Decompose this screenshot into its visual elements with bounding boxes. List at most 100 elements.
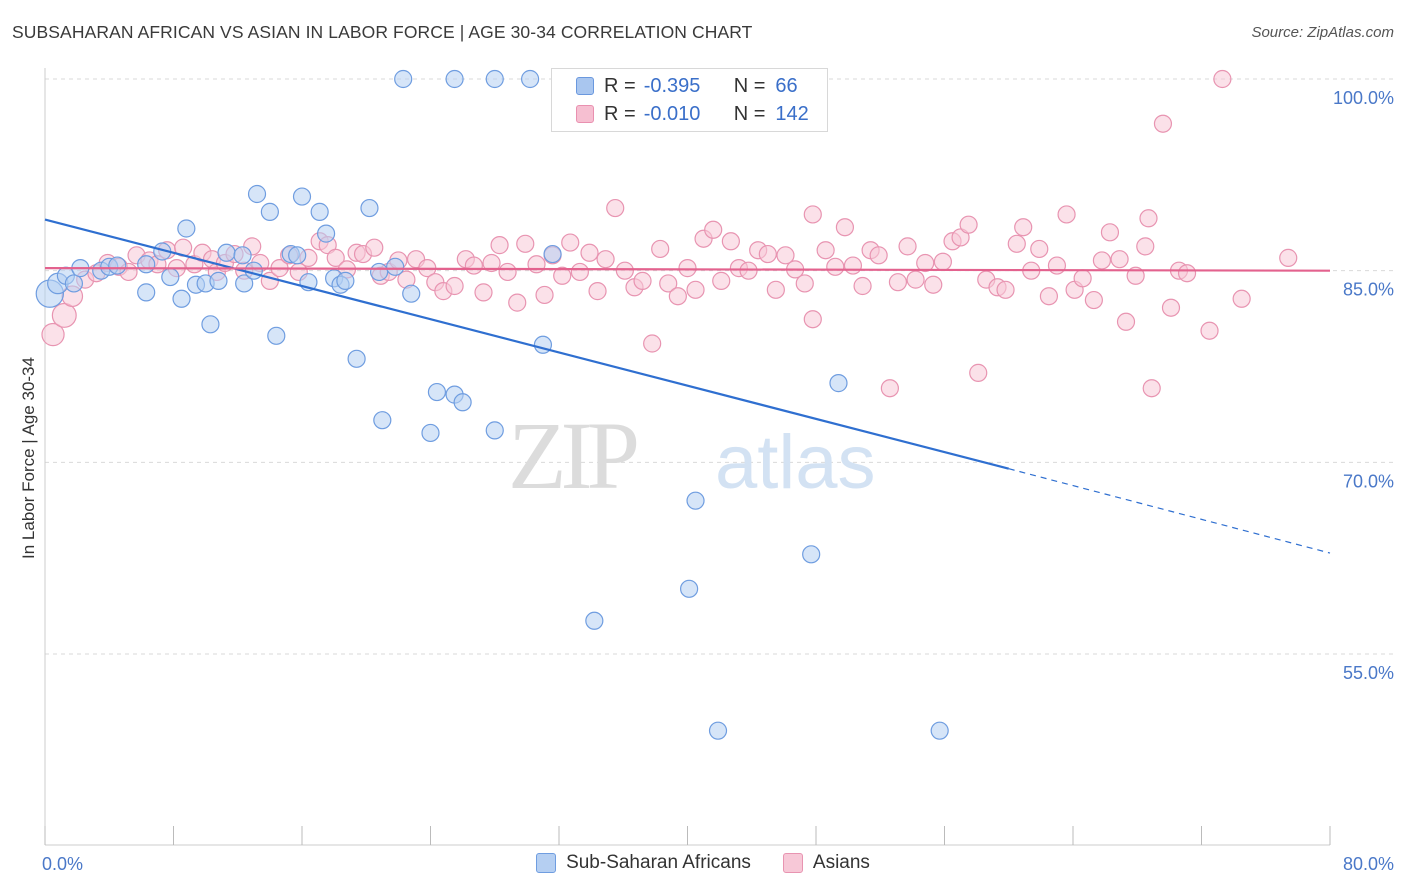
asian-point [527,255,546,274]
asian-point [668,287,687,306]
asian-point [51,302,77,328]
series-legend-subsaharan[interactable]: Sub-Saharan Africans [536,852,751,874]
subsaharan-trend-extension [1008,468,1331,554]
asian-point [651,239,670,259]
asian-point [633,271,652,290]
asian-point [803,205,822,224]
asian-point [1153,114,1173,133]
subsaharan-point [680,579,699,598]
asian-point [561,233,580,252]
subsaharan-point [233,246,252,265]
asian-point [498,262,517,282]
subsaharan-point [288,246,307,265]
asian-point [365,238,384,257]
y-tick-label: 55.0% [1343,663,1394,683]
legend-n-label: N = [733,74,766,97]
asian-point [816,241,835,260]
tick-labels: 100.0% 85.0% 70.0% 55.0% 0.0% 80.0% [42,88,1394,874]
subsaharan-point [316,224,336,243]
asian-point [916,253,935,273]
asian-point [615,261,634,280]
asian-point [41,322,65,347]
subsaharan-point [402,284,421,303]
asian-point [580,243,599,262]
asian-point [924,275,943,294]
y-tick-label: 85.0% [1343,280,1394,300]
subsaharan-point [373,411,392,430]
asian-point [516,234,535,253]
asian-point [1232,289,1251,308]
asian-point [1073,269,1092,288]
subsaharan-point [292,187,312,206]
asian-point [758,244,777,264]
asian-point [996,280,1015,299]
asian-point [1279,248,1298,267]
legend-r-label: R = [604,102,636,125]
asian-point [553,266,572,285]
asian-point [869,246,888,265]
asian-point [1030,239,1049,259]
subsaharan-point [310,202,329,221]
asian-point [933,252,952,271]
asian-point [1142,379,1161,398]
subsaharan-point [137,283,156,302]
asian-point [326,248,345,267]
asian-point [843,256,863,275]
legend-n-value: 66 [775,74,798,97]
asian-point [969,363,988,382]
subsaharan-point [802,545,821,564]
asian-point [1057,205,1076,224]
asian-point [588,282,607,301]
subsaharan-point [386,257,405,276]
legend-r-value: -0.395 [643,74,701,97]
chart-title: SUBSAHARAN AFRICAN VS ASIAN IN LABOR FOR… [12,22,753,42]
legend-n-label: N = [733,102,766,125]
trend-lines [44,218,1331,554]
asian-point [1213,69,1232,89]
subsaharan-point [137,255,156,274]
subsaharan-point [267,326,286,345]
subsaharan-point [244,261,263,280]
subsaharan-point [360,198,379,218]
watermark-zip: ZIP [508,402,637,509]
asian-point [490,236,509,255]
asian-point [766,280,785,299]
series-legend-asians[interactable]: Asians [782,852,870,874]
subsaharan-point [172,289,191,308]
legend-swatch-subsaharan [576,77,594,95]
asian-point [482,253,501,273]
subsaharan-point [708,721,728,740]
correlation-legend: R = -0.395 N = 66 R = -0.010 N = 142 [551,68,828,132]
subsaharan-point [235,274,254,293]
asian-trend-line [44,267,1331,272]
subsaharan-point [347,349,366,368]
subsaharan-point [930,721,949,740]
subsaharan-point [585,611,604,630]
subsaharan-point [108,256,127,275]
asian-point [835,218,855,237]
subsaharan-point [64,274,84,293]
asian-point [795,274,814,293]
asian-point [888,273,908,292]
asian-point [906,270,925,289]
subsaharan-point [161,267,180,287]
asian-point [1139,209,1158,228]
subsaharan-trend-line [44,218,1010,470]
asian-point [678,259,697,278]
asian-point [898,237,917,256]
asian-point [1116,312,1136,331]
asian-point [1084,290,1103,310]
asian-point [959,215,978,234]
asian-point [1100,223,1120,242]
subsaharan-point [394,69,413,89]
subsaharan-point [686,491,705,510]
subsaharan-point [370,262,389,282]
y-tick-label: 70.0% [1343,471,1394,491]
asian-point [445,276,464,296]
subsaharan-point [485,69,504,89]
subsaharan-point [421,423,440,443]
asian-point [1110,250,1129,269]
legend-swatch-asians [576,105,594,123]
grid-lines [45,78,1394,655]
asian-point [880,379,899,398]
